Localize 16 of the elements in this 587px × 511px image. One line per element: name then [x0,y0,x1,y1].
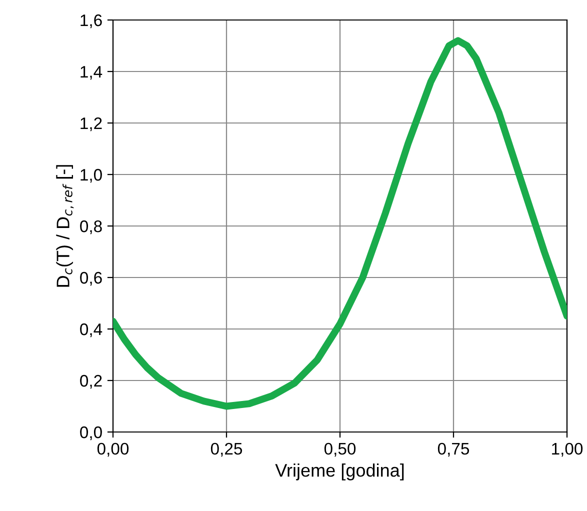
y-tick-label: 0,0 [80,426,102,440]
y-tick-label: 1,0 [80,168,102,183]
x-axis-title: Vrijeme [godina] [275,464,404,480]
y-tick-label: 0,4 [80,323,102,338]
x-tick-label: 0,00 [97,442,129,457]
y-tick-label: 1,4 [80,66,102,80]
y-tick-label: 0,2 [80,374,102,389]
y-axis-title: D$_{c}$(T) / D$_{c,ref}$ [-] [56,165,74,287]
y-tick-label: 0,8 [80,220,102,234]
y-tick-label: 1,6 [80,14,102,28]
y-tick-label: 1,2 [80,117,102,132]
x-tick-label: 1,00 [552,442,583,457]
x-tick-label: 0,50 [324,442,356,457]
y-tick-label: 0,6 [80,272,102,286]
x-tick-label: 0,25 [210,442,242,457]
x-tick-label: 0,75 [438,442,470,457]
